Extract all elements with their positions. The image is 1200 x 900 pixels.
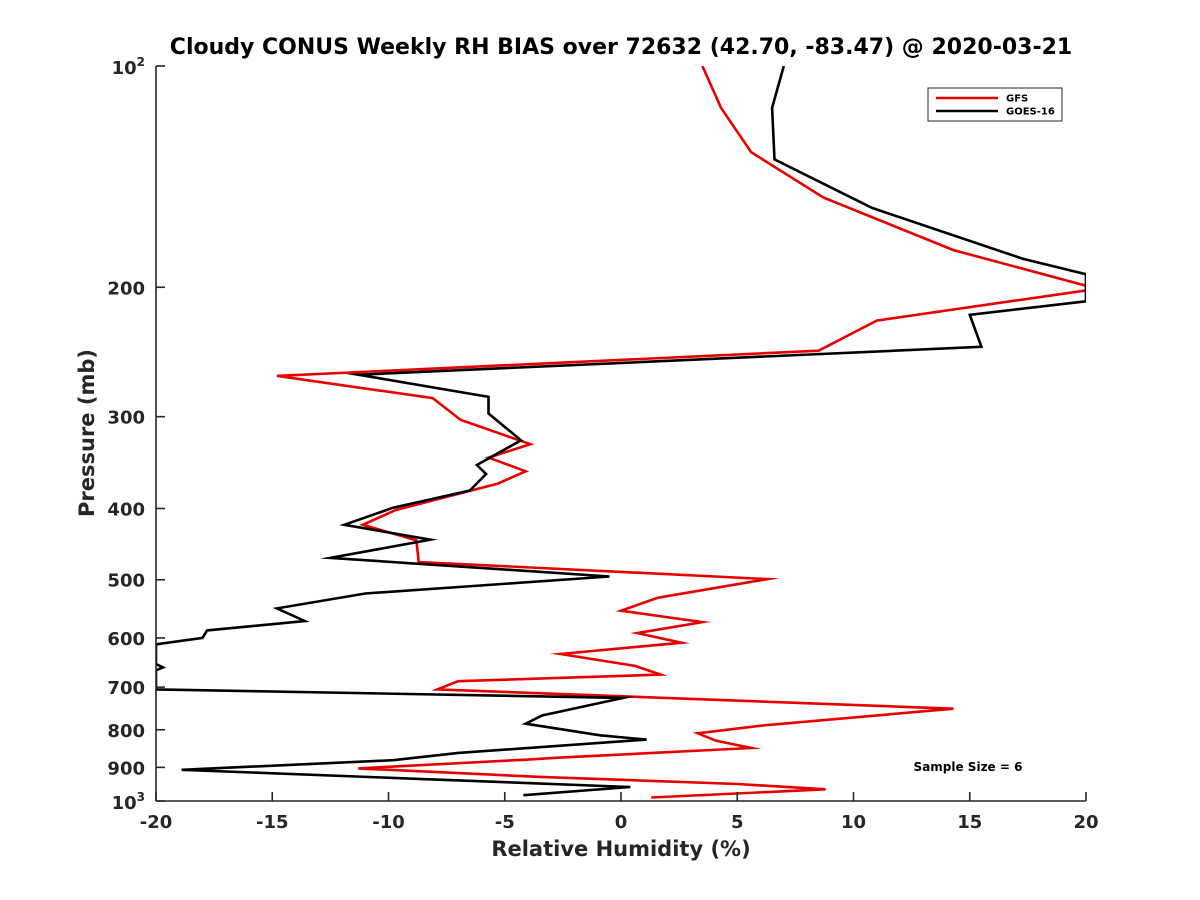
x-tick-label: 10	[841, 812, 866, 833]
series-line-goes-16	[156, 66, 1086, 797]
x-tick-label: 20	[1073, 812, 1098, 833]
legend-label-goes-16: GOES-16	[1006, 107, 1055, 118]
legend: GFS GOES-16	[927, 87, 1063, 122]
y-tick-label: 900	[107, 758, 145, 779]
x-tick-label: -10	[372, 812, 405, 833]
series-line-gfs	[276, 66, 1086, 799]
legend-label-gfs: GFS	[1006, 94, 1028, 105]
y-tick-label: 500	[107, 571, 145, 592]
y-tick-label: 600	[107, 629, 145, 650]
x-tick-label: -15	[256, 812, 289, 833]
x-tick-label: 15	[957, 812, 982, 833]
y-tick-label: 800	[107, 721, 145, 742]
y-tick-label: 200	[107, 278, 145, 299]
y-tick-label: 103	[112, 790, 145, 814]
x-tick-label: -20	[140, 812, 173, 833]
x-tick-label: -5	[495, 812, 515, 833]
y-tick-label: 300	[107, 408, 145, 429]
y-tick-label: 400	[107, 500, 145, 521]
y-axis-label: Pressure (mb)	[75, 349, 99, 517]
y-axis-ticks: 102 200 300 400 500 600 700 800 900 103	[107, 55, 165, 814]
plot-area	[156, 66, 1086, 799]
chart-title: Cloudy CONUS Weekly RH BIAS over 72632 (…	[170, 35, 1072, 60]
x-axis-ticks: -20 -15 -10 -5 0 5 10 15 20	[140, 792, 1099, 833]
y-tick-label: 102	[112, 55, 145, 79]
x-tick-label: 0	[615, 812, 628, 833]
legend-box	[927, 87, 1063, 122]
x-tick-label: 5	[731, 812, 744, 833]
sample-size-annotation: Sample Size = 6	[914, 760, 1023, 774]
y-tick-label: 700	[107, 678, 145, 699]
x-axis-label: Relative Humidity (%)	[491, 837, 750, 861]
